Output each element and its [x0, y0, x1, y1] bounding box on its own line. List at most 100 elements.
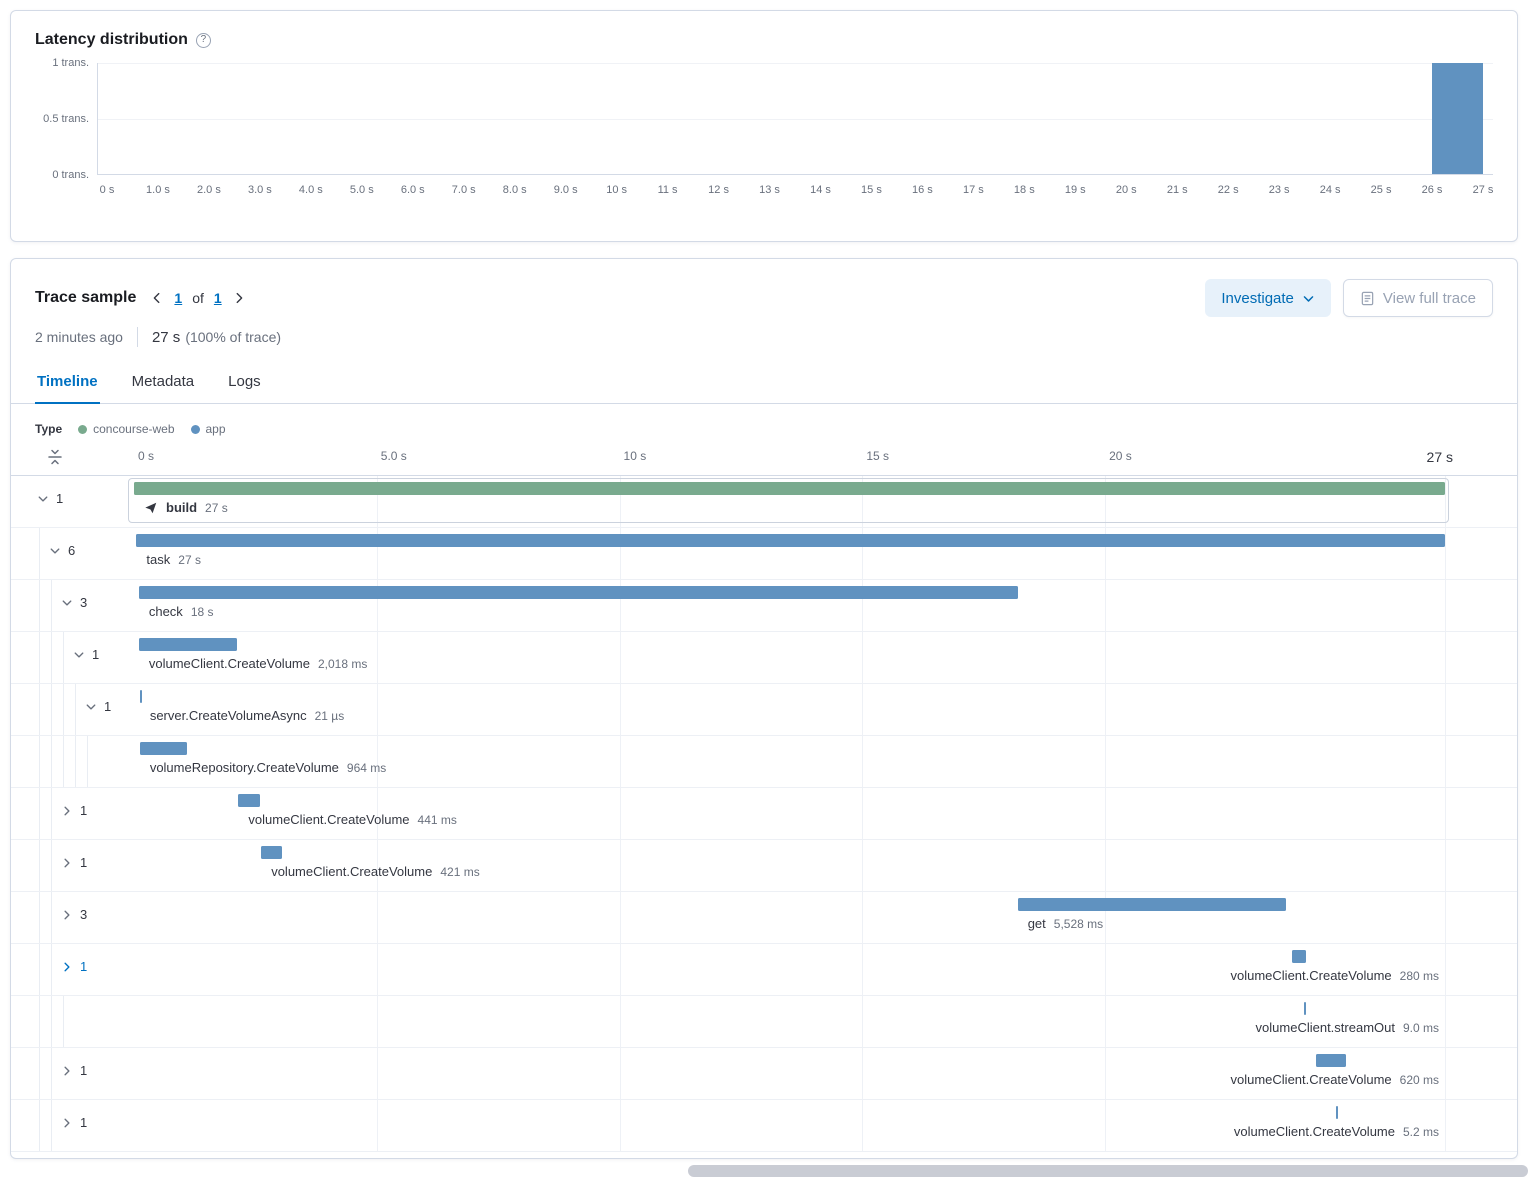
span-bar[interactable] — [138, 586, 1018, 599]
span-bar[interactable] — [136, 534, 1445, 547]
waterfall-row-server.CreateVolumeAsync[interactable]: 1 server.CreateVolumeAsync 21 µs — [11, 684, 1517, 736]
row-toggle[interactable]: 1 — [61, 959, 87, 974]
row-toggle[interactable]: 1 — [61, 1063, 87, 1078]
waterfall-row-volumeClient.CreateVolume[interactable]: 1 volumeClient.CreateVolume 2,018 ms — [11, 632, 1517, 684]
span-bar[interactable] — [261, 846, 282, 859]
investigate-button[interactable]: Investigate — [1205, 279, 1331, 317]
trace-sample-panel: Trace sample 1 of 1 Investigate — [10, 258, 1518, 1159]
gridline — [619, 684, 621, 735]
row-toggle[interactable]: 3 — [61, 907, 87, 922]
waterfall-row-volumeClient.streamOut[interactable]: volumeClient.streamOut 9.0 ms — [11, 996, 1517, 1048]
latency-x-tick: 23 s — [1268, 184, 1290, 196]
gridline — [862, 632, 864, 683]
gridline — [1105, 1048, 1107, 1099]
span-label[interactable]: volumeClient.CreateVolume 5.2 ms — [1233, 1124, 1439, 1139]
waterfall-row-build[interactable]: 1 build 27 s — [11, 476, 1517, 528]
row-plot: volumeClient.streamOut 9.0 ms — [134, 996, 1446, 1047]
latency-y-labels: 1 trans. 0.5 trans. 0 trans. — [35, 57, 97, 181]
span-bar[interactable] — [1316, 1054, 1347, 1067]
span-label[interactable]: volumeClient.CreateVolume 441 ms — [248, 812, 457, 827]
gridline — [376, 528, 378, 579]
row-toggle[interactable]: 1 — [61, 1115, 87, 1130]
pagination-of-label: of — [192, 290, 204, 306]
latency-x-tick: 22 s — [1217, 184, 1239, 196]
span-bar[interactable] — [1292, 950, 1306, 963]
waterfall-row-get[interactable]: 3 get 5,528 ms — [11, 892, 1517, 944]
latency-x-tick: 21 s — [1166, 184, 1188, 196]
gridline — [862, 1048, 864, 1099]
indent-guide — [75, 736, 76, 787]
next-page-icon[interactable] — [232, 291, 246, 305]
row-toggle[interactable]: 6 — [49, 543, 75, 558]
gridline — [619, 892, 621, 943]
waterfall-row-volumeClient.CreateVolume[interactable]: 1 volumeClient.CreateVolume 441 ms — [11, 788, 1517, 840]
row-toggle[interactable]: 3 — [61, 595, 87, 610]
waterfall-row-task[interactable]: 6 task 27 s — [11, 528, 1517, 580]
span-label[interactable]: server.CreateVolumeAsync 21 µs — [149, 708, 345, 723]
tab-logs[interactable]: Logs — [228, 373, 261, 390]
gridline — [1105, 892, 1107, 943]
gridline — [98, 63, 1493, 64]
span-label[interactable]: get 5,528 ms — [1027, 916, 1104, 931]
latency-x-tick: 16 s — [912, 184, 933, 196]
latency-x-tick: 17 s — [962, 184, 984, 196]
span-bar[interactable] — [1335, 1106, 1338, 1119]
horizontal-scrollbar[interactable] — [688, 1165, 1528, 1177]
row-toggle[interactable]: 1 — [37, 491, 63, 506]
row-toggle[interactable]: 1 — [61, 855, 87, 870]
span-bar[interactable] — [138, 638, 237, 651]
row-toggle[interactable]: 1 — [73, 647, 99, 662]
span-bar[interactable] — [139, 690, 142, 703]
total-pages-link[interactable]: 1 — [213, 290, 222, 306]
gridline — [862, 788, 864, 839]
span-bar[interactable] — [134, 482, 1445, 495]
latency-x-tick: 6.0 s — [400, 184, 425, 196]
ruler-tick: 20 s — [1109, 449, 1132, 463]
tab-metadata[interactable]: Metadata — [131, 373, 195, 390]
span-label[interactable]: volumeClient.CreateVolume 421 ms — [271, 864, 480, 879]
latency-x-tick: 15 s — [861, 184, 882, 196]
latency-distribution-panel: Latency distribution ? 1 trans. 0.5 trans… — [10, 10, 1518, 242]
child-count: 1 — [56, 491, 64, 506]
chevron-down-icon — [73, 649, 85, 661]
tab-timeline[interactable]: Timeline — [35, 363, 100, 404]
span-label[interactable]: volumeClient.CreateVolume 280 ms — [1230, 968, 1440, 983]
latency-x-tick: 7.0 s — [451, 184, 476, 196]
span-label[interactable]: volumeClient.CreateVolume 620 ms — [1230, 1072, 1440, 1087]
row-toggle[interactable]: 1 — [61, 803, 87, 818]
view-full-trace-button[interactable]: View full trace — [1342, 279, 1493, 317]
span-bar[interactable] — [139, 742, 187, 755]
span-label[interactable]: check 18 s — [148, 604, 214, 619]
trace-meta-row: 2 minutes ago 27 s (100% of trace) — [11, 325, 1517, 359]
waterfall-row-volumeClient.CreateVolume[interactable]: 1 volumeClient.CreateVolume 280 ms — [11, 944, 1517, 996]
latency-bar-space — [108, 63, 1483, 174]
span-label[interactable]: volumeRepository.CreateVolume 964 ms — [149, 760, 387, 775]
waterfall-row-volumeClient.CreateVolume[interactable]: 1 volumeClient.CreateVolume 620 ms — [11, 1048, 1517, 1100]
legend-dot-concourse-web — [78, 424, 88, 434]
chevron-down-icon — [1302, 292, 1315, 305]
chevron-right-icon — [61, 1065, 73, 1077]
span-label[interactable]: volumeClient.streamOut 9.0 ms — [1255, 1020, 1439, 1035]
row-plot: get 5,528 ms — [134, 892, 1446, 943]
current-page-link[interactable]: 1 — [174, 290, 183, 306]
waterfall-row-check[interactable]: 3 check 18 s — [11, 580, 1517, 632]
indent-guide — [39, 944, 40, 995]
row-toggle[interactable]: 1 — [85, 699, 111, 714]
row-plot: task 27 s — [134, 528, 1446, 579]
span-label[interactable]: task 27 s — [146, 552, 201, 567]
span-label[interactable]: build 27 s — [144, 500, 228, 515]
help-icon[interactable]: ? — [195, 32, 211, 48]
collapse-all-icon[interactable] — [47, 449, 63, 465]
waterfall-row-volumeClient.CreateVolume[interactable]: 1 volumeClient.CreateVolume 5.2 ms — [11, 1100, 1517, 1152]
legend-item-concourse-web: concourse-web — [78, 422, 175, 436]
prev-page-icon[interactable] — [150, 291, 164, 305]
span-label[interactable]: volumeClient.CreateVolume 2,018 ms — [148, 656, 368, 671]
indent-guide — [39, 528, 40, 579]
span-bar[interactable] — [238, 794, 260, 807]
waterfall-row-volumeRepository.CreateVolume[interactable]: volumeRepository.CreateVolume 964 ms — [11, 736, 1517, 788]
span-bar[interactable] — [1017, 898, 1287, 911]
waterfall-row-volumeClient.CreateVolume[interactable]: 1 volumeClient.CreateVolume 421 ms — [11, 840, 1517, 892]
gridline — [862, 996, 864, 1047]
span-bar[interactable] — [1304, 1002, 1307, 1015]
latency-histogram-bar[interactable] — [1432, 63, 1483, 174]
